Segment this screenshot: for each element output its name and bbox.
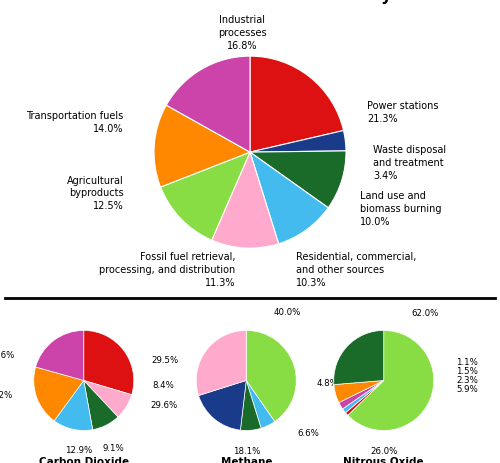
Text: 12.9%: 12.9% xyxy=(65,445,92,454)
Wedge shape xyxy=(84,381,118,430)
Wedge shape xyxy=(212,153,278,249)
Wedge shape xyxy=(154,106,250,188)
Text: 1.5%: 1.5% xyxy=(456,366,478,375)
Text: 4.8%: 4.8% xyxy=(316,379,338,388)
Wedge shape xyxy=(348,331,434,431)
Wedge shape xyxy=(346,381,384,415)
Text: 5.9%: 5.9% xyxy=(456,384,478,393)
Wedge shape xyxy=(240,381,261,431)
Text: Industrial
processes
16.8%: Industrial processes 16.8% xyxy=(218,15,266,51)
Text: 1.1%: 1.1% xyxy=(456,357,478,366)
Text: 2.3%: 2.3% xyxy=(456,375,478,384)
Text: Residential, commercial,
and other sources
10.3%: Residential, commercial, and other sourc… xyxy=(296,252,416,288)
Wedge shape xyxy=(334,331,384,385)
Wedge shape xyxy=(166,57,250,153)
Wedge shape xyxy=(250,151,346,208)
Text: 19.2%: 19.2% xyxy=(0,390,12,399)
Wedge shape xyxy=(198,381,246,430)
Wedge shape xyxy=(339,381,384,409)
Text: 20.6%: 20.6% xyxy=(0,350,14,359)
Text: 26.0%: 26.0% xyxy=(370,446,398,455)
Wedge shape xyxy=(54,381,92,431)
Wedge shape xyxy=(250,153,328,244)
Text: Fossil fuel retrieval,
processing, and distribution
11.3%: Fossil fuel retrieval, processing, and d… xyxy=(100,252,235,288)
Text: Land use and
biomass burning
10.0%: Land use and biomass burning 10.0% xyxy=(360,191,442,226)
Wedge shape xyxy=(34,367,84,421)
Text: Nitrous Oxide: Nitrous Oxide xyxy=(344,457,424,463)
Wedge shape xyxy=(250,57,344,153)
Title: Annual Greenhouse Gas Emissions by Sector: Annual Greenhouse Gas Emissions by Secto… xyxy=(41,0,459,4)
Text: Waste disposal
and treatment
3.4%: Waste disposal and treatment 3.4% xyxy=(373,144,446,180)
Text: Carbon Dioxide: Carbon Dioxide xyxy=(38,457,129,463)
Wedge shape xyxy=(196,331,246,396)
Wedge shape xyxy=(246,331,296,422)
Wedge shape xyxy=(334,381,384,403)
Wedge shape xyxy=(246,381,274,428)
Wedge shape xyxy=(250,131,346,153)
Wedge shape xyxy=(84,331,134,395)
Wedge shape xyxy=(84,381,132,417)
Text: Agricultural
byproducts
12.5%: Agricultural byproducts 12.5% xyxy=(66,175,124,211)
Wedge shape xyxy=(342,381,384,413)
Text: 9.1%: 9.1% xyxy=(103,444,124,452)
Wedge shape xyxy=(36,331,84,381)
Text: Methane: Methane xyxy=(220,457,272,463)
Text: 62.0%: 62.0% xyxy=(412,309,438,318)
Text: 18.1%: 18.1% xyxy=(232,446,260,455)
Text: Transportation fuels
14.0%: Transportation fuels 14.0% xyxy=(26,111,124,133)
Text: 29.5%: 29.5% xyxy=(152,355,178,364)
Text: 29.6%: 29.6% xyxy=(150,400,177,409)
Text: 8.4%: 8.4% xyxy=(153,380,174,389)
Text: Power stations
21.3%: Power stations 21.3% xyxy=(367,101,438,124)
Text: 40.0%: 40.0% xyxy=(274,307,301,316)
Wedge shape xyxy=(160,153,250,241)
Text: 6.6%: 6.6% xyxy=(298,429,319,438)
